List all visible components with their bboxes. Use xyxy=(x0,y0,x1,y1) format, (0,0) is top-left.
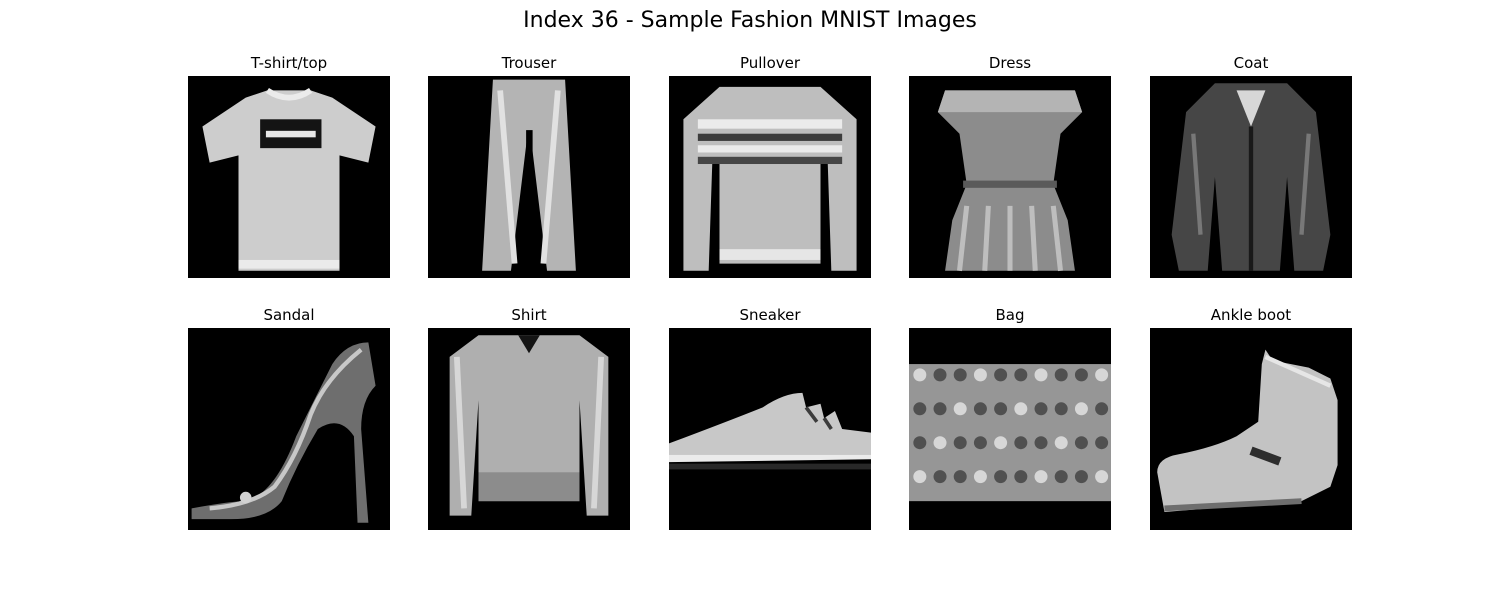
panel-title: Sneaker xyxy=(739,306,801,324)
panel-title: Ankle boot xyxy=(1210,306,1292,324)
bag-image xyxy=(909,328,1111,530)
tshirt-image xyxy=(188,76,390,278)
figure-title: Index 36 - Sample Fashion MNIST Images xyxy=(523,8,977,33)
dress-image xyxy=(909,76,1111,278)
panel-title: Sandal xyxy=(263,306,315,324)
shirt-image xyxy=(428,328,630,530)
panel-title: Bag xyxy=(995,306,1025,324)
panel-title: Pullover xyxy=(739,54,801,72)
panel-title: Shirt xyxy=(511,306,547,324)
panel-title: Dress xyxy=(988,54,1032,72)
ankle-boot-image xyxy=(1150,328,1352,530)
panel-title: Trouser xyxy=(501,54,557,72)
coat-image xyxy=(1150,76,1352,278)
sandal-image xyxy=(188,328,390,530)
sneaker-image xyxy=(669,328,871,530)
pullover-image xyxy=(669,76,871,278)
trouser-image xyxy=(428,76,630,278)
panel-title: T-shirt/top xyxy=(250,54,328,72)
panel-title: Coat xyxy=(1233,54,1269,72)
